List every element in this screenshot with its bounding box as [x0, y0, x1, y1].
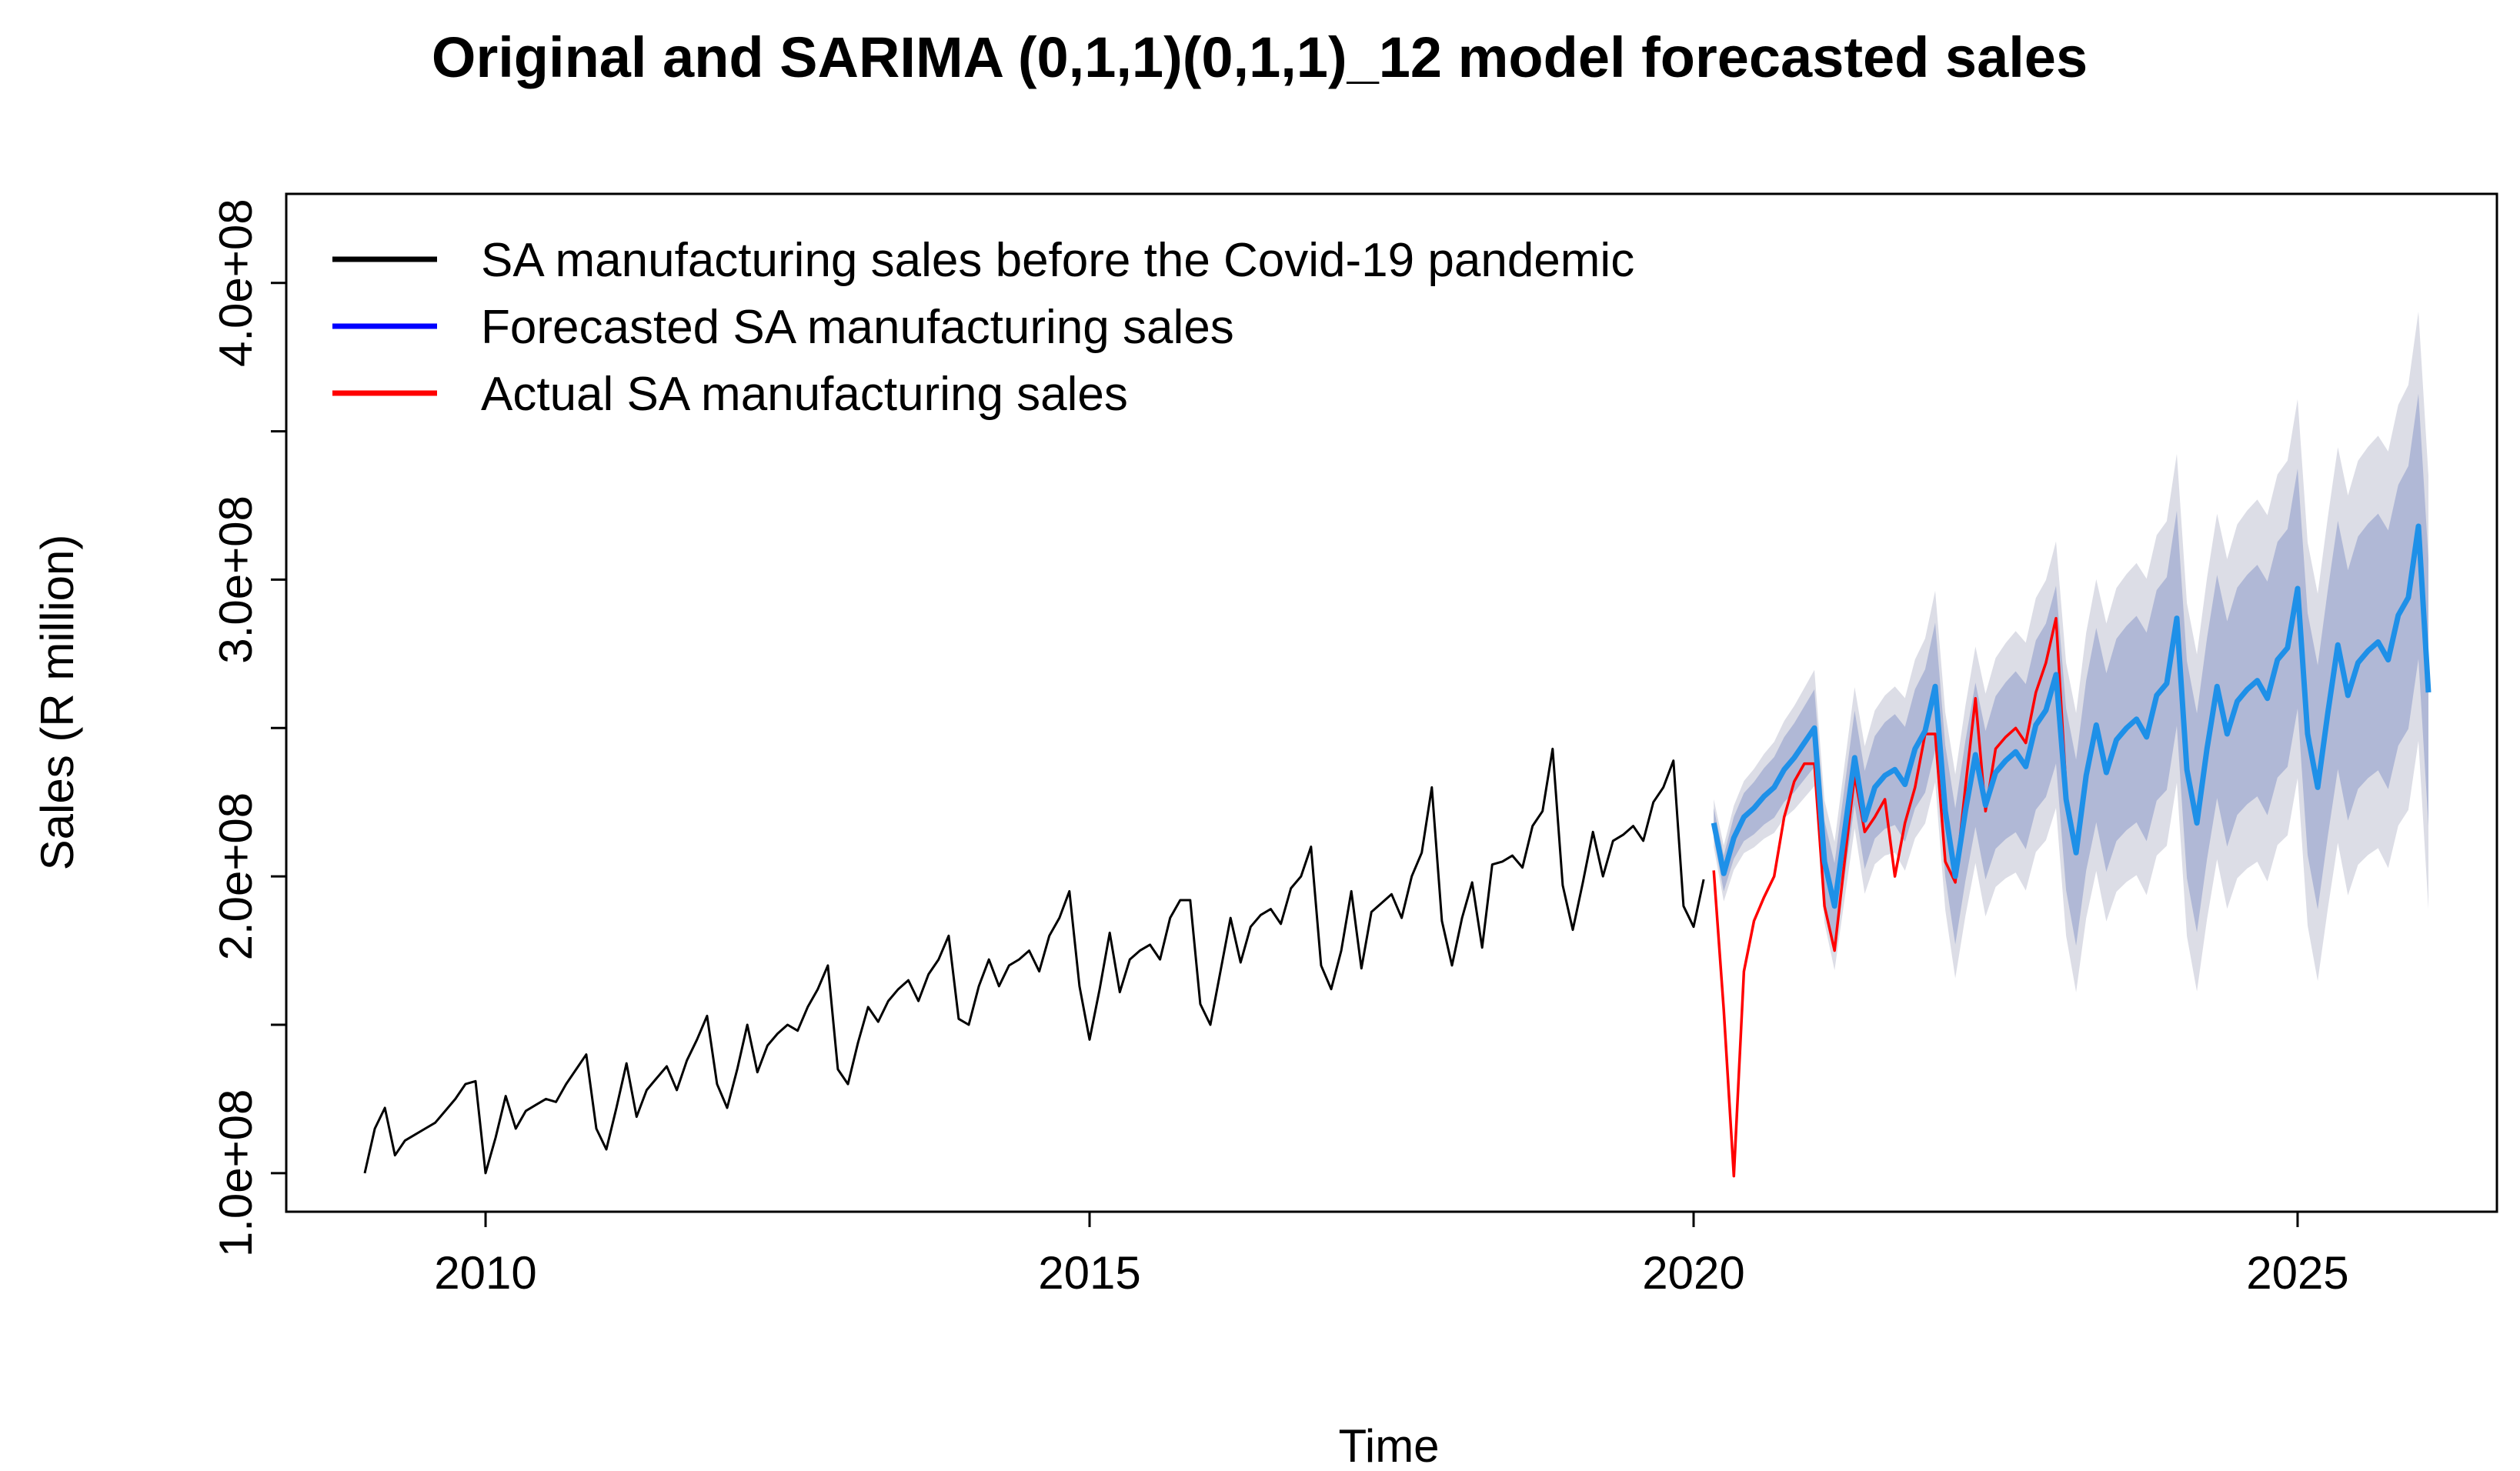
x-tick-label: 2010: [434, 1247, 536, 1299]
legend-label-actual: Actual SA manufacturing sales: [481, 368, 1128, 421]
forecast-80-interval: [1714, 393, 2428, 949]
y-tick-label: 4.0e+08: [210, 198, 262, 367]
chart-title: Original and SARIMA (0,1,1)(0,1,1)_12 mo…: [432, 25, 2088, 89]
legend-label-original: SA manufacturing sales before the Covid-…: [481, 234, 1634, 287]
series-layer: [363, 523, 2432, 1178]
x-axis: 2010 2015 2020 2025: [434, 1210, 2349, 1299]
x-axis-title: Time: [1338, 1420, 1439, 1471]
x-tick-label: 2020: [1642, 1247, 1744, 1299]
x-tick-label: 2025: [2246, 1247, 2348, 1299]
legend-label-forecast: Forecasted SA manufacturing sales: [481, 301, 1234, 354]
y-axis: 1.0e+08 2.0e+08 3.0e+08 4.0e+08: [210, 198, 286, 1257]
legend: SA manufacturing sales before the Covid-…: [332, 234, 1634, 421]
x-tick-label: 2015: [1038, 1247, 1140, 1299]
forecast-intervals: [1714, 312, 2428, 992]
series-actual-line: [1712, 616, 2068, 1178]
series-forecast-line: [1711, 523, 2432, 909]
y-axis-title: Sales (R million): [32, 535, 83, 871]
series-original-line: [363, 747, 1705, 1175]
y-tick-label: 3.0e+08: [210, 495, 262, 664]
y-tick-label: 1.0e+08: [210, 1089, 262, 1258]
y-tick-label: 2.0e+08: [210, 792, 262, 961]
